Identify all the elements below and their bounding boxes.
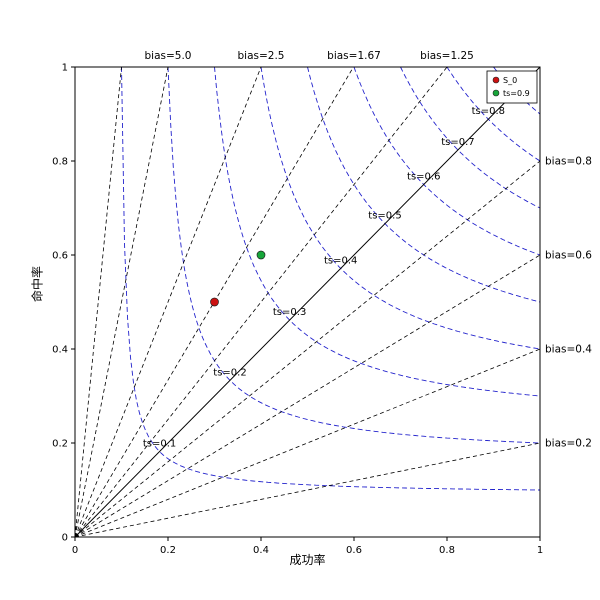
y-tick-label: 0.2 xyxy=(52,439,68,450)
ts-label: ts=0.1 xyxy=(143,439,176,450)
bias-line xyxy=(74,66,448,538)
bias-line xyxy=(74,66,262,538)
y-tick-label: 1 xyxy=(62,63,68,74)
ts-curve xyxy=(214,66,541,397)
bias-right-label: bias=0.4 xyxy=(545,344,592,356)
legend-point-icon xyxy=(492,89,500,97)
ts-curve xyxy=(260,66,541,350)
y-tick-label: 0 xyxy=(62,533,68,544)
ticks-group: 0 0.2 0.4 0.6 0.8 1 0 0.2 0.4 0.6 0.8 1 xyxy=(52,63,543,557)
ts-label: ts=0.4 xyxy=(324,255,357,266)
x-tick-label: 1 xyxy=(537,545,543,556)
y-tick-label: 0.8 xyxy=(52,157,68,168)
legend-entry-label: ts=0.9 xyxy=(503,89,530,98)
ts-label: ts=0.6 xyxy=(407,172,440,183)
legend-box xyxy=(486,70,538,104)
legend-entry-label: S_0 xyxy=(503,76,517,85)
bias-right-label: bias=0.2 xyxy=(545,438,592,450)
y-tick-label: 0.6 xyxy=(52,251,68,262)
bias-line xyxy=(74,66,122,538)
bias-labels-group: bias=5.0 bias=2.5 bias=1.67 bias=1.25 bias=0… xyxy=(145,50,593,450)
legend-point-icon xyxy=(492,76,500,84)
ts-curve xyxy=(353,66,541,256)
bias-line xyxy=(74,442,541,538)
ts-label: ts=0.8 xyxy=(472,106,505,117)
ts-curve xyxy=(121,66,540,491)
bias-top-label: bias=1.25 xyxy=(420,50,474,62)
ts-label: ts=0.3 xyxy=(273,307,306,318)
legend: S_0 ts=0.9 xyxy=(486,70,538,104)
ts-label: ts=0.2 xyxy=(213,367,246,378)
bias-line xyxy=(74,254,541,538)
ts-label: ts=0.7 xyxy=(441,137,474,148)
bias-top-label: bias=1.67 xyxy=(327,50,381,62)
x-tick-label: 0 xyxy=(72,545,78,556)
x-tick-label: 0.6 xyxy=(346,545,362,556)
bias-right-label: bias=0.8 xyxy=(545,156,592,168)
ts-labels-group: ts=0.1 ts=0.2 ts=0.3 ts=0.4 ts=0.5 ts=0.6 ts=0… xyxy=(143,106,505,449)
ts-label: ts=0.5 xyxy=(368,211,401,222)
x-axis-label: 成功率 xyxy=(289,553,326,567)
axes-frame xyxy=(74,66,541,538)
points-group xyxy=(210,250,266,307)
data-point xyxy=(210,297,219,307)
bias-top-label: bias=5.0 xyxy=(145,50,192,62)
bias-line xyxy=(74,160,541,538)
ts-curve xyxy=(446,66,541,162)
bias-line xyxy=(74,66,169,538)
x-tick-label: 0.8 xyxy=(439,545,455,556)
bias-top-label: bias=2.5 xyxy=(238,50,285,62)
y-tick-label: 0.4 xyxy=(52,345,68,356)
x-tick-label: 0.4 xyxy=(253,545,269,556)
x-tick-label: 0.2 xyxy=(160,545,176,556)
bias-right-label: bias=0.6 xyxy=(545,250,592,262)
data-point xyxy=(256,250,266,260)
bias-line-unity xyxy=(74,66,541,538)
